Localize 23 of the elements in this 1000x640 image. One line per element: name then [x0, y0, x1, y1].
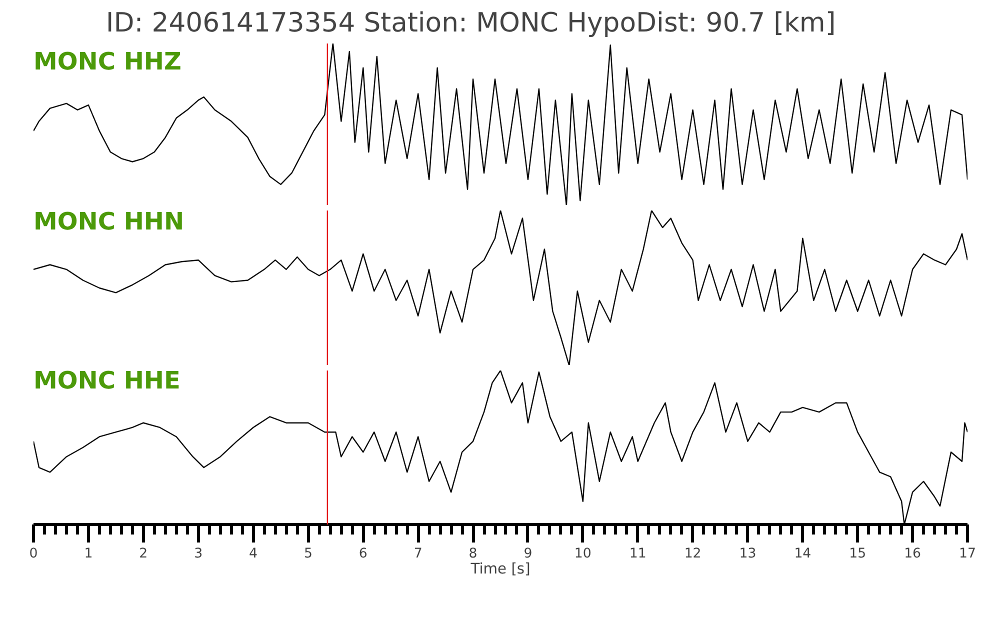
- x-tick-label: 16: [904, 546, 922, 562]
- x-tick-label: 6: [358, 546, 368, 562]
- x-tick-label: 10: [574, 546, 592, 562]
- x-tick-label: 4: [249, 546, 258, 562]
- annotation: MONC HHZ: [34, 48, 182, 76]
- x-tick-label: 15: [849, 546, 866, 562]
- x-tick-label: 13: [739, 546, 756, 562]
- x-tick-label: 2: [139, 546, 148, 562]
- x-tick-label: 0: [29, 546, 38, 562]
- x-tick-label: 5: [304, 546, 312, 562]
- x-tick-label: 11: [629, 546, 646, 562]
- x-tick-label: 12: [684, 546, 702, 562]
- chart-title: ID: 240614173354 Station: MONC HypoDist: 90.7 [km]: [106, 8, 836, 38]
- x-tick-label: 1: [84, 546, 93, 562]
- x-tick-label: 9: [524, 546, 532, 562]
- annotation: MONC HHE: [34, 366, 180, 394]
- annotation: MONC HHN: [34, 208, 184, 236]
- x-tick-label: 14: [794, 546, 812, 562]
- x-tick-label: 17: [959, 546, 976, 562]
- x-tick-label: 8: [468, 546, 478, 562]
- x-axis-title: Time [s]: [470, 560, 530, 578]
- x-tick-label: 3: [194, 546, 203, 562]
- x-tick-label: 7: [414, 546, 422, 562]
